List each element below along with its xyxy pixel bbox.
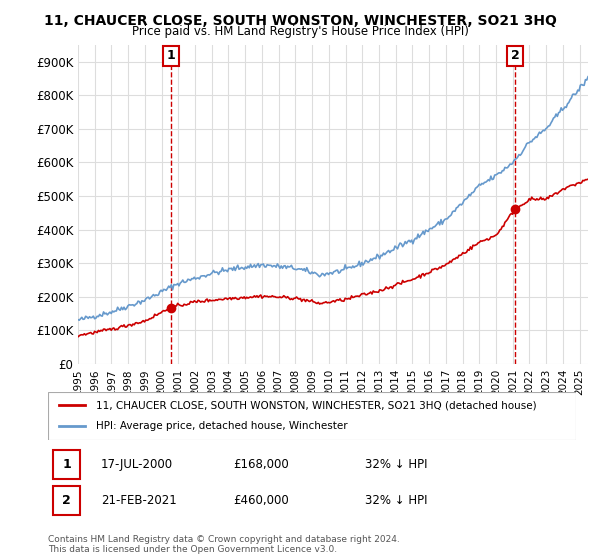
Text: 2: 2 (511, 49, 520, 63)
Text: Contains HM Land Registry data © Crown copyright and database right 2024.
This d: Contains HM Land Registry data © Crown c… (48, 535, 400, 554)
Text: 21-FEB-2021: 21-FEB-2021 (101, 494, 176, 507)
Text: 1: 1 (62, 458, 71, 472)
Text: 17-JUL-2000: 17-JUL-2000 (101, 458, 173, 472)
Text: 11, CHAUCER CLOSE, SOUTH WONSTON, WINCHESTER, SO21 3HQ: 11, CHAUCER CLOSE, SOUTH WONSTON, WINCHE… (44, 14, 556, 28)
Text: £168,000: £168,000 (233, 458, 289, 472)
Text: 2: 2 (62, 494, 71, 507)
FancyBboxPatch shape (53, 486, 80, 515)
Text: HPI: Average price, detached house, Winchester: HPI: Average price, detached house, Winc… (95, 421, 347, 431)
Text: 11, CHAUCER CLOSE, SOUTH WONSTON, WINCHESTER, SO21 3HQ (detached house): 11, CHAUCER CLOSE, SOUTH WONSTON, WINCHE… (95, 400, 536, 410)
Text: 32% ↓ HPI: 32% ↓ HPI (365, 458, 427, 472)
FancyBboxPatch shape (48, 392, 576, 440)
Text: 32% ↓ HPI: 32% ↓ HPI (365, 494, 427, 507)
FancyBboxPatch shape (53, 450, 80, 479)
Text: 1: 1 (166, 49, 175, 63)
Text: Price paid vs. HM Land Registry's House Price Index (HPI): Price paid vs. HM Land Registry's House … (131, 25, 469, 38)
Text: £460,000: £460,000 (233, 494, 289, 507)
